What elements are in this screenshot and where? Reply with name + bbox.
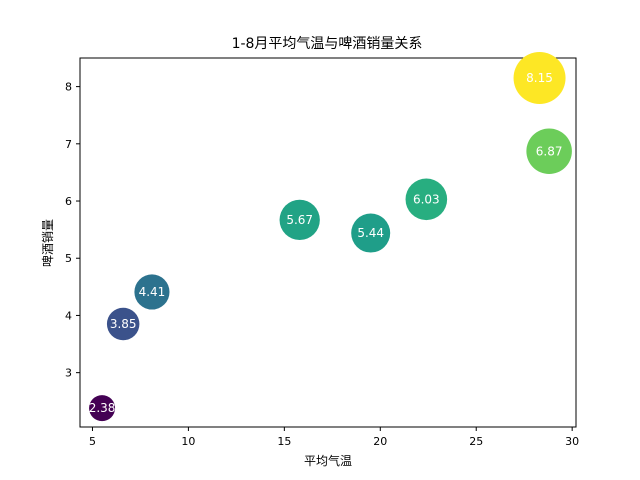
data-point (405, 178, 448, 221)
data-point (513, 52, 566, 105)
y-axis: 3 4 5 6 7 8 (65, 81, 80, 380)
data-label: 3.85 (110, 317, 137, 331)
plot-area-frame (79, 57, 577, 428)
data-label: 4.41 (139, 285, 166, 299)
data-point (106, 307, 140, 341)
data-point (526, 128, 572, 175)
y-axis-label: 啤酒销量 (40, 219, 55, 267)
y-tick-label: 5 (65, 252, 72, 265)
y-tick-label: 7 (65, 138, 72, 151)
x-tick-label: 5 (89, 435, 96, 448)
data-point (351, 213, 391, 253)
x-tick-label: 10 (181, 435, 195, 448)
x-axis: 5 10 15 20 25 30 (89, 427, 579, 448)
data-label: 6.03 (413, 192, 440, 206)
data-label: 8.15 (526, 71, 553, 85)
data-point (134, 274, 170, 310)
x-tick-label: 30 (565, 435, 579, 448)
data-point (89, 395, 116, 422)
data-points: 2.38 3.85 4.41 5.67 5.44 6.03 6.87 8.15 (89, 52, 572, 422)
x-tick-label: 25 (469, 435, 483, 448)
y-tick-label: 8 (65, 81, 72, 94)
data-point (279, 199, 320, 241)
data-label: 5.67 (286, 213, 313, 227)
x-tick-label: 15 (277, 435, 291, 448)
data-label: 6.87 (536, 144, 563, 158)
x-axis-label: 平均气温 (304, 453, 352, 468)
x-tick-label: 20 (373, 435, 387, 448)
data-label: 2.38 (89, 401, 116, 415)
chart-title: 1-8月平均气温与啤酒销量关系 (232, 36, 423, 52)
y-tick-label: 3 (65, 367, 72, 380)
data-label: 5.44 (357, 226, 384, 240)
y-tick-label: 6 (65, 195, 72, 208)
y-tick-label: 4 (65, 309, 72, 322)
